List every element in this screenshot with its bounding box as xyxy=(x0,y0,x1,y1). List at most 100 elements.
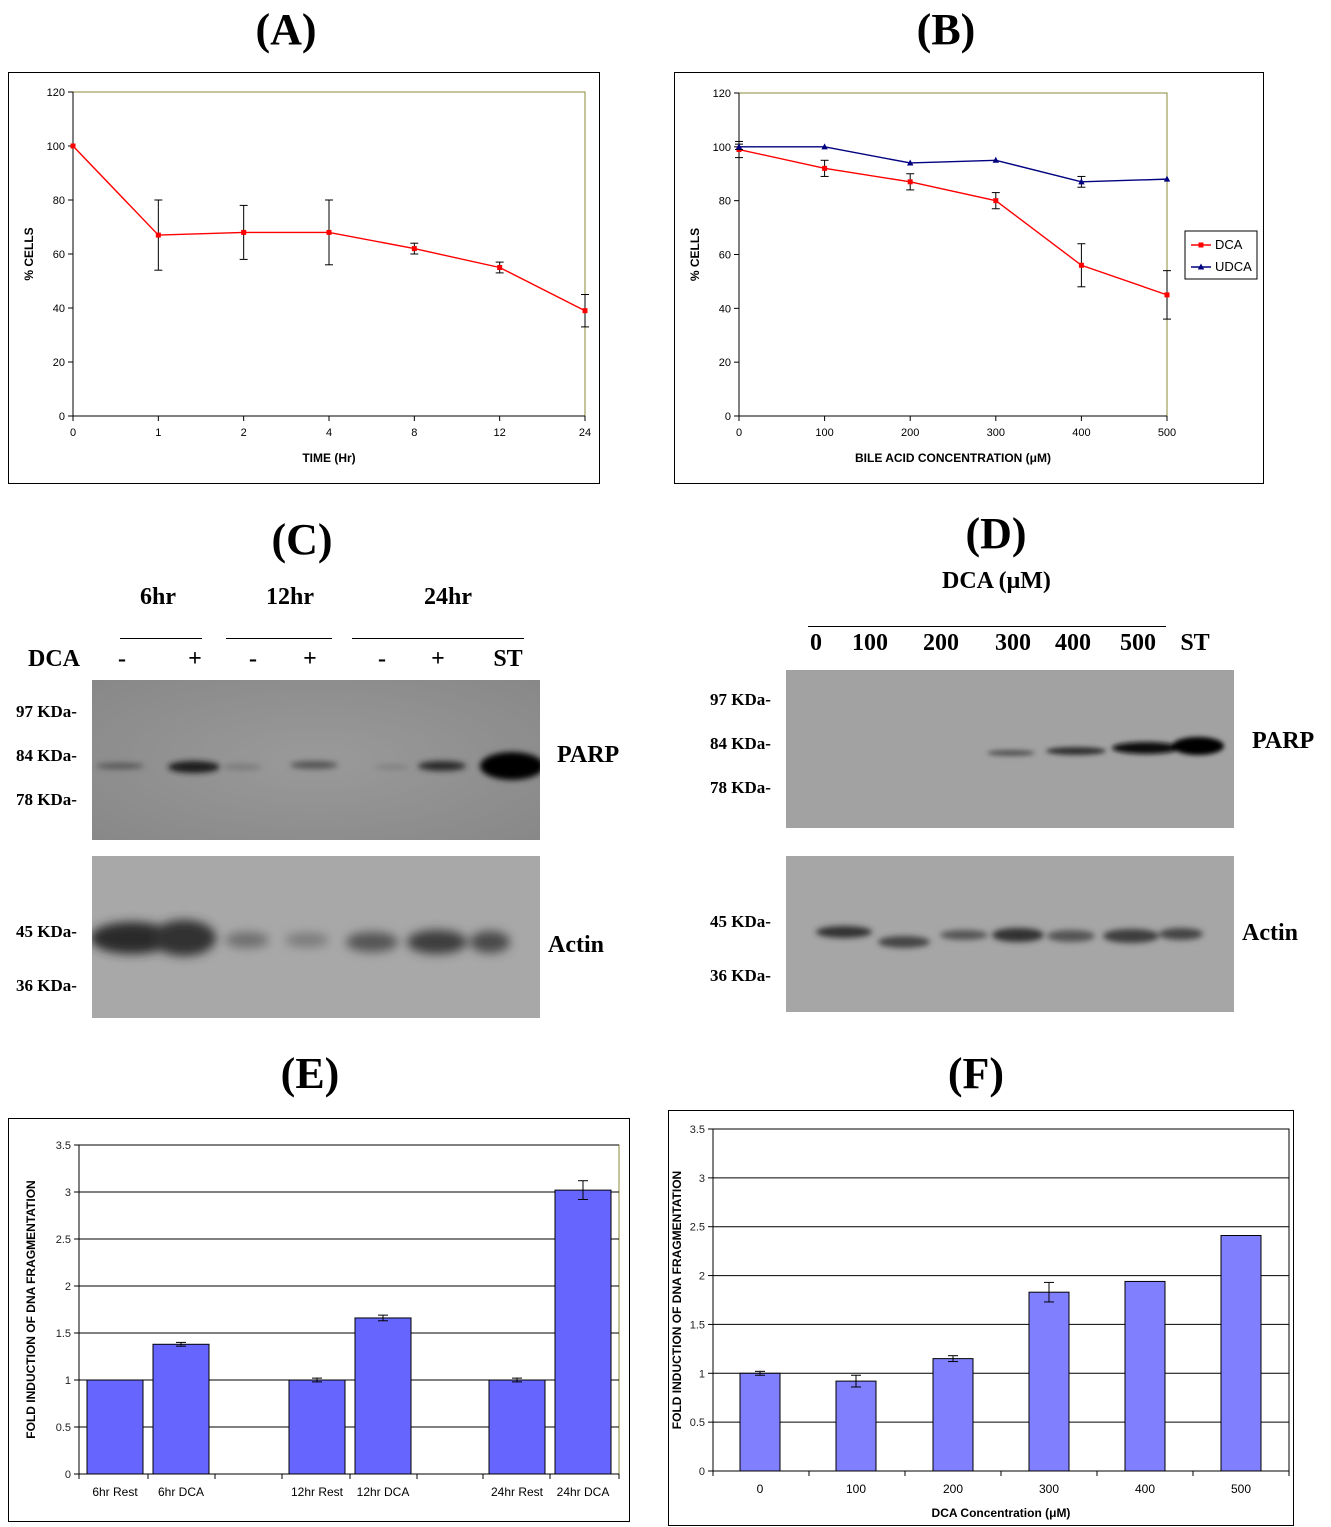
data-point xyxy=(735,143,743,150)
blot-d-actin-image xyxy=(786,856,1234,1012)
data-point xyxy=(497,265,503,270)
data-point xyxy=(907,159,914,166)
y-tick-label: 60 xyxy=(719,250,731,262)
x-tick-label: 0 xyxy=(70,427,76,439)
data-point xyxy=(582,308,588,314)
blot-c-actin-membrane xyxy=(92,856,540,1018)
blot-c-parp-label: PARP xyxy=(557,742,620,768)
data-point xyxy=(1078,178,1085,185)
y-tick-label: 2 xyxy=(699,1271,705,1283)
legend-marker xyxy=(1198,242,1204,248)
bar xyxy=(86,1379,144,1475)
blot-d-parp-marker-1: 84 KDa- xyxy=(710,734,771,753)
plot-area xyxy=(712,1128,1290,1472)
blot-d-rule xyxy=(808,626,1166,627)
x-tick-label: 400 xyxy=(1072,427,1090,439)
y-tick-label: 120 xyxy=(47,87,65,99)
blot-c-lane-6: ST xyxy=(493,646,523,672)
y-tick-label: 0 xyxy=(699,1466,705,1478)
bar xyxy=(288,1379,346,1475)
x-tick-label: 0 xyxy=(736,427,742,439)
data-point xyxy=(907,179,913,185)
data-point xyxy=(1163,175,1171,182)
blot-d-lane-6: ST xyxy=(1180,630,1210,656)
panel-letter-e: (E) xyxy=(280,1049,340,1098)
blot-d-lane-2: 200 xyxy=(923,630,959,656)
blot-c-actin-label: Actin xyxy=(548,932,604,958)
y-tick-label: 3.5 xyxy=(56,1140,71,1152)
y-tick-label: 0.5 xyxy=(690,1417,705,1429)
blot-d-parp-image xyxy=(786,670,1234,828)
bar xyxy=(1028,1291,1070,1472)
x-tick-label: 500 xyxy=(1158,427,1176,439)
panel-letter-b: (B) xyxy=(916,5,976,54)
y-tick-label: 0 xyxy=(65,1469,71,1481)
data-point xyxy=(822,165,828,171)
blot-d-header: DCA (μM) xyxy=(942,568,1051,594)
x-tick-label: 12hr DCA xyxy=(357,1485,410,1499)
chart-a: 0 20 40 60 80 100 120 0 1 2 4 8 12 24 TIME (Hr)% CELLS xyxy=(8,72,600,484)
blot-c-lane-5: + xyxy=(431,646,445,672)
x-tick-label: 200 xyxy=(901,427,919,439)
x-tick-label: 300 xyxy=(987,427,1005,439)
y-tick-label: 2 xyxy=(65,1281,71,1293)
chart-f-svg: 0 0.5 1 1.5 2 2.5 3 3.5 0 100 200 300 400 500 DCA Conc… xyxy=(670,1124,1290,1520)
chart-e: 0 0.5 1 1.5 2 2.5 3 3.5 6hr Rest 6hr DCA 12hr Rest… xyxy=(8,1118,630,1522)
data-point xyxy=(821,143,828,150)
y-axis-label: FOLD INDUCTION OF DNA FRAGMENTATION xyxy=(24,1180,38,1438)
blot-c-parp-marker-1: 84 KDa- xyxy=(16,746,77,765)
y-tick-label: 1.5 xyxy=(56,1328,71,1340)
y-tick-label: 3 xyxy=(65,1187,71,1199)
bar xyxy=(932,1358,974,1472)
y-tick-label: 60 xyxy=(53,249,65,261)
blot-c-time-6hr: 6hr xyxy=(140,584,176,610)
data-point xyxy=(155,232,161,238)
x-axis-label: BILE ACID CONCENTRATION (μM) xyxy=(855,451,1051,465)
x-tick-label: 24hr Rest xyxy=(491,1485,544,1499)
chart-e-svg: 0 0.5 1 1.5 2 2.5 3 3.5 6hr Rest 6hr DCA 12hr Rest… xyxy=(24,1140,620,1499)
bar xyxy=(1220,1235,1262,1472)
x-tick-label: 6hr DCA xyxy=(158,1485,204,1499)
x-axis-label: DCA Concentration (μM) xyxy=(932,1506,1071,1520)
blot-c-lane-3: + xyxy=(303,646,317,672)
x-tick-label: 500 xyxy=(1231,1482,1251,1496)
bar xyxy=(152,1343,210,1475)
y-tick-label: 2.5 xyxy=(56,1234,71,1246)
blot-c-parp-marker-2: 78 KDa- xyxy=(16,790,77,809)
blot-d-actin-marker-0: 45 KDa- xyxy=(710,912,771,931)
x-tick-label: 24 xyxy=(579,427,591,439)
data-point xyxy=(241,229,247,235)
chart-b: 0 20 40 60 80 100 120 0 100 200 300 400 500 BILE ACID… xyxy=(674,72,1264,484)
data-point xyxy=(993,198,999,204)
y-tick-label: 0 xyxy=(59,411,65,423)
blot-c-rule-6hr xyxy=(120,638,202,639)
series-line-udca xyxy=(739,146,1168,183)
blot-d-lane-1: 100 xyxy=(852,630,888,656)
x-tick-label: 6hr Rest xyxy=(92,1485,138,1499)
y-tick-label: 0 xyxy=(725,411,731,423)
x-tick-label: 2 xyxy=(241,427,247,439)
blot-d-parp-marker-0: 97 KDa- xyxy=(710,690,771,709)
blot-c-time-12hr: 12hr xyxy=(266,584,314,610)
y-tick-label: 20 xyxy=(719,357,731,369)
bar xyxy=(354,1317,412,1475)
bar xyxy=(554,1189,612,1475)
blot-c-parp-image xyxy=(92,680,540,840)
blot-c-lane-4: - xyxy=(378,646,386,672)
y-tick-label: 1.5 xyxy=(690,1319,705,1331)
x-tick-label: 100 xyxy=(846,1482,866,1496)
x-axis-label: TIME (Hr) xyxy=(302,451,355,465)
x-tick-label: 200 xyxy=(943,1482,963,1496)
blot-d-actin-marker-1: 36 KDa- xyxy=(710,966,771,985)
chart-f: 0 0.5 1 1.5 2 2.5 3 3.5 0 100 200 300 400 500 DCA Conc… xyxy=(668,1110,1294,1526)
x-tick-label: 100 xyxy=(815,427,833,439)
y-tick-label: 120 xyxy=(713,88,731,100)
y-axis-label: % CELLS xyxy=(22,227,36,280)
data-point xyxy=(326,229,332,235)
y-tick-label: 40 xyxy=(719,303,731,315)
legend-marker xyxy=(1197,263,1205,270)
blot-d-lane-4: 400 xyxy=(1055,630,1091,656)
x-tick-label: 0 xyxy=(757,1482,764,1496)
x-tick-label: 300 xyxy=(1039,1482,1059,1496)
